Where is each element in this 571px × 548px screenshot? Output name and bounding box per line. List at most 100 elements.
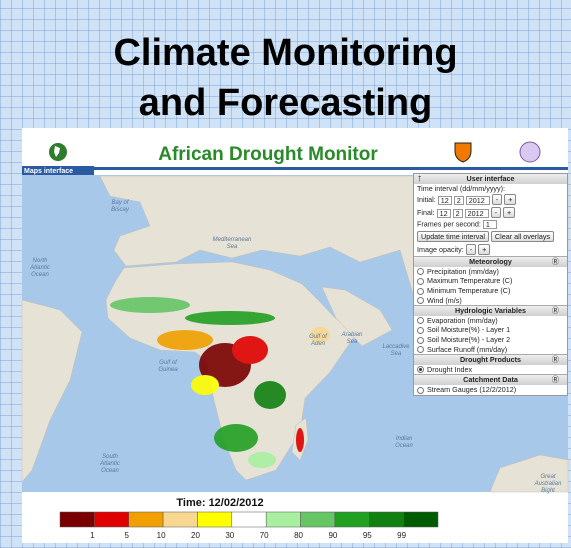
panel-header-label: User interface bbox=[467, 174, 515, 183]
section-header: MeteorologyⓇ bbox=[414, 256, 567, 267]
radio-button[interactable] bbox=[417, 366, 424, 373]
map-label: Guinea bbox=[158, 367, 178, 373]
map-label: Gulf of bbox=[309, 334, 328, 340]
radio-option[interactable]: Minimum Temperature (C) bbox=[414, 286, 567, 296]
legend-swatch bbox=[232, 512, 266, 527]
app-title: African Drought Monitor bbox=[158, 144, 378, 165]
section-title: Drought Products bbox=[460, 355, 521, 364]
legend-swatch bbox=[197, 512, 231, 527]
initial-row: Initial: 12 2 2012 - + bbox=[414, 193, 567, 206]
legend-swatch bbox=[163, 512, 197, 527]
control-panel: ↑User interface Time interval (dd/mm/yyy… bbox=[413, 173, 568, 396]
radio-option[interactable]: Evaporation (mm/day) bbox=[414, 316, 567, 326]
map-label: Sea bbox=[391, 351, 402, 357]
opacity-row: Image opacity: - + bbox=[414, 243, 567, 256]
field-label: Initial: bbox=[417, 195, 436, 204]
clear-button[interactable]: Clear all overlays bbox=[491, 231, 554, 242]
legend-tick-label: 5 bbox=[125, 531, 130, 540]
map-label: Ocean bbox=[101, 468, 119, 474]
update-button[interactable]: Update time interval bbox=[417, 231, 489, 242]
month-input[interactable]: 2 bbox=[454, 196, 464, 205]
plus-button[interactable]: + bbox=[503, 207, 515, 218]
day-input[interactable]: 12 bbox=[437, 209, 451, 218]
legend-swatch bbox=[404, 512, 438, 527]
map-label: Indian bbox=[396, 436, 413, 442]
seal-logo bbox=[520, 142, 540, 162]
legend-tick-label: 95 bbox=[363, 531, 372, 540]
radio-option[interactable]: Wind (m/s) bbox=[414, 296, 567, 306]
legend-swatch bbox=[301, 512, 335, 527]
minus-button[interactable]: - bbox=[491, 207, 501, 218]
legend-swatch bbox=[94, 512, 128, 527]
plus-button[interactable]: + bbox=[504, 194, 516, 205]
option-label[interactable]: Evaporation (mm/day) bbox=[427, 316, 498, 325]
legend-tick-label: 20 bbox=[191, 531, 200, 540]
radio-option[interactable]: Stream Gauges (12/2/2012) bbox=[414, 385, 567, 395]
legend-swatch bbox=[129, 512, 163, 527]
time-label: Time: 12/02/2012 bbox=[176, 497, 263, 509]
year-input[interactable]: 2012 bbox=[466, 196, 490, 205]
radio-button[interactable] bbox=[417, 278, 424, 285]
radio-option[interactable]: Soil Moisture(%) - Layer 2 bbox=[414, 335, 567, 345]
map-label: Sea bbox=[347, 339, 358, 345]
radio-option[interactable]: Drought Index bbox=[414, 365, 567, 375]
option-label[interactable]: Soil Moisture(%) - Layer 1 bbox=[427, 325, 510, 334]
map-label: Great bbox=[540, 474, 555, 480]
legend-tick-label: 1 bbox=[90, 531, 95, 540]
map-label: South bbox=[102, 454, 118, 460]
radio-option[interactable]: Soil Moisture(%) - Layer 1 bbox=[414, 325, 567, 335]
panel-header: ↑User interface bbox=[414, 174, 567, 184]
radio-option[interactable]: Precipitation (mm/day) bbox=[414, 267, 567, 277]
section-title: Catchment Data bbox=[463, 375, 518, 384]
fps-row: Frames per second: 1 bbox=[414, 219, 567, 230]
section-title: Meteorology bbox=[469, 257, 512, 266]
section-header: Catchment DataⓇ bbox=[414, 374, 567, 385]
legend-tick-label: 90 bbox=[328, 531, 337, 540]
option-label[interactable]: Surface Runoff (mm/day) bbox=[427, 345, 507, 354]
tab-bar bbox=[22, 167, 568, 170]
legend-swatch bbox=[266, 512, 300, 527]
legend-tick-label: 30 bbox=[225, 531, 234, 540]
option-label[interactable]: Precipitation (mm/day) bbox=[427, 267, 499, 276]
option-label[interactable]: Wind (m/s) bbox=[427, 296, 462, 305]
map-label: Biscay bbox=[111, 207, 130, 213]
time-interval-label: Time interval (dd/mm/yyyy): bbox=[414, 184, 567, 194]
radio-button[interactable] bbox=[417, 288, 424, 295]
map-label: Ocean bbox=[31, 272, 49, 278]
legend-tick-label: 80 bbox=[294, 531, 303, 540]
minus-button[interactable]: - bbox=[466, 244, 476, 255]
plus-button[interactable]: + bbox=[478, 244, 490, 255]
radio-option[interactable]: Surface Runoff (mm/day) bbox=[414, 345, 567, 355]
legend-tick-label: 10 bbox=[157, 531, 166, 540]
tab-label[interactable]: Maps interface bbox=[24, 168, 73, 175]
radio-button[interactable] bbox=[417, 387, 424, 394]
map-label: Atlantic bbox=[29, 265, 50, 271]
month-input[interactable]: 2 bbox=[453, 209, 463, 218]
option-label[interactable]: Soil Moisture(%) - Layer 2 bbox=[427, 335, 510, 344]
map-label: Aden bbox=[310, 341, 326, 347]
field-label: Final: bbox=[417, 208, 435, 217]
minus-button[interactable]: - bbox=[492, 194, 502, 205]
map-label: Ocean bbox=[395, 443, 413, 449]
radio-button[interactable] bbox=[417, 317, 424, 324]
map-label: Atlantic bbox=[99, 461, 120, 467]
option-label[interactable]: Drought Index bbox=[427, 365, 472, 374]
radio-button[interactable] bbox=[417, 337, 424, 344]
radio-button[interactable] bbox=[417, 297, 424, 304]
option-label[interactable]: Minimum Temperature (C) bbox=[427, 286, 510, 295]
radio-option[interactable]: Maximum Temperature (C) bbox=[414, 276, 567, 286]
princeton-shield bbox=[455, 143, 471, 162]
radio-button[interactable] bbox=[417, 346, 424, 353]
day-input[interactable]: 12 bbox=[438, 196, 452, 205]
option-label[interactable]: Stream Gauges (12/2/2012) bbox=[427, 385, 516, 394]
option-label[interactable]: Maximum Temperature (C) bbox=[427, 276, 512, 285]
year-input[interactable]: 2012 bbox=[465, 209, 489, 218]
legend-swatch bbox=[60, 512, 94, 527]
fps-input[interactable]: 1 bbox=[483, 220, 497, 229]
map-label: Gulf of bbox=[159, 360, 178, 366]
radio-button[interactable] bbox=[417, 268, 424, 275]
radio-button[interactable] bbox=[417, 327, 424, 334]
field-label: Image opacity: bbox=[417, 245, 464, 254]
